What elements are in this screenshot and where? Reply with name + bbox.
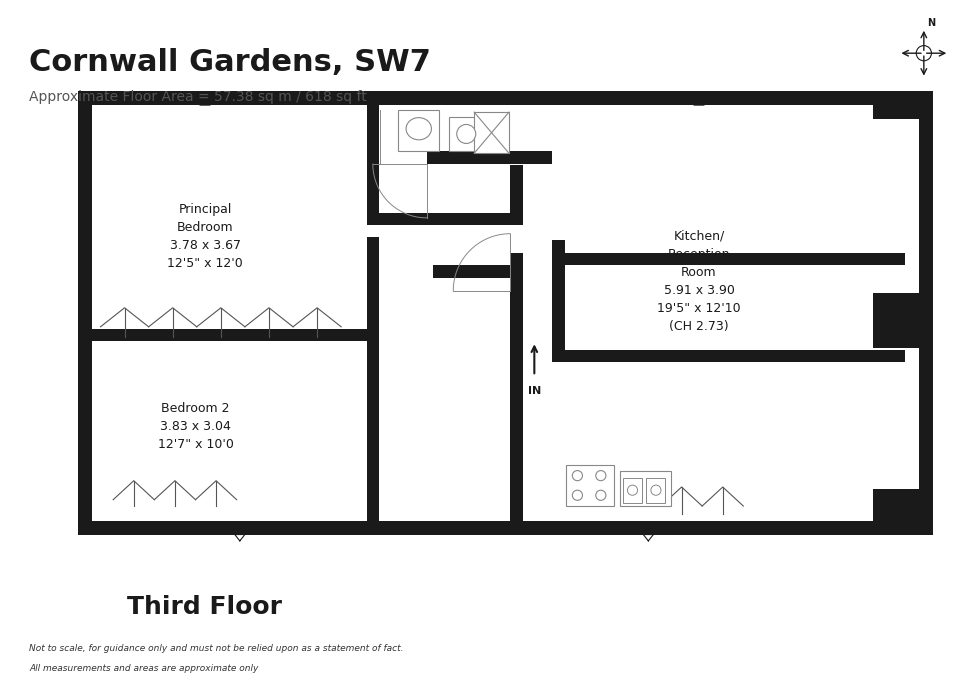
Bar	[426, 152, 523, 164]
Text: Approximate Floor Area = 57.38 sq m / 618 sq ft: Approximate Floor Area = 57.38 sq m / 61…	[29, 90, 367, 104]
Text: N: N	[927, 18, 935, 28]
Bar	[433, 265, 523, 278]
Bar	[511, 253, 523, 522]
Bar	[552, 240, 564, 363]
Bar	[619, 471, 670, 506]
Bar	[78, 91, 933, 105]
Bar	[523, 152, 552, 164]
Bar	[449, 116, 484, 152]
Bar	[92, 329, 367, 341]
Circle shape	[627, 485, 638, 495]
Circle shape	[596, 471, 606, 481]
Bar	[367, 237, 379, 522]
Bar	[873, 91, 919, 119]
Ellipse shape	[457, 125, 475, 143]
Text: Third Floor: Third Floor	[127, 595, 282, 619]
Bar	[398, 110, 439, 152]
Circle shape	[572, 490, 582, 500]
Bar	[873, 489, 919, 534]
Bar	[566, 465, 613, 506]
Text: Kitchen/
Reception
Room
5.91 x 3.90
19'5" x 12'10
(CH 2.73): Kitchen/ Reception Room 5.91 x 3.90 19'5…	[658, 230, 741, 333]
Circle shape	[651, 485, 661, 495]
Ellipse shape	[406, 118, 431, 140]
Text: Not to scale, for guidance only and must not be relied upon as a statement of fa: Not to scale, for guidance only and must…	[29, 644, 404, 653]
Text: Cornwall Gardens, SW7: Cornwall Gardens, SW7	[29, 48, 431, 78]
Bar	[367, 213, 523, 226]
Text: Principal
Bedroom
3.78 x 3.67
12'5" x 12'0: Principal Bedroom 3.78 x 3.67 12'5" x 12…	[168, 203, 243, 271]
Bar	[919, 91, 933, 534]
Bar	[552, 349, 905, 363]
Bar	[367, 105, 379, 226]
Bar	[647, 477, 665, 503]
Text: All measurements and areas are approximate only: All measurements and areas are approxima…	[29, 664, 259, 673]
Text: Bedroom 2
3.83 x 3.04
12'7" x 10'0: Bedroom 2 3.83 x 3.04 12'7" x 10'0	[158, 402, 233, 451]
Bar	[78, 91, 92, 534]
Bar	[552, 253, 905, 265]
Bar	[78, 520, 933, 534]
Text: IN: IN	[527, 385, 541, 396]
Bar	[873, 293, 919, 348]
Bar	[474, 112, 509, 153]
Bar	[623, 477, 642, 503]
Bar	[511, 165, 523, 226]
Circle shape	[596, 490, 606, 500]
Circle shape	[572, 471, 582, 481]
